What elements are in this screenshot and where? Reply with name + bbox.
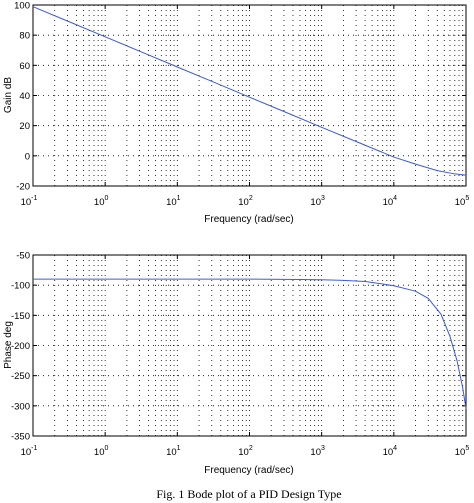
gain-xtick-label: 103 (310, 195, 325, 208)
gain-ytick-label: 100 (14, 1, 30, 12)
phase-ytick-label: -50 (16, 251, 30, 262)
phase-xtick-label: 103 (310, 445, 325, 458)
phase-ytick-label: -200 (11, 341, 30, 352)
gain-xtick-label: 100 (94, 195, 109, 208)
gain-xtick-exponent: 3 (321, 195, 325, 202)
gain-xtick-label: 102 (238, 195, 253, 208)
gain-xtick-label: 101 (166, 195, 181, 208)
phase-xtick-exponent: 0 (105, 445, 109, 452)
phase-ytick-label: -100 (11, 281, 30, 292)
phase-xtick-label: 102 (238, 445, 253, 458)
gain-ytick-label: -20 (16, 182, 30, 193)
phase-ytick-label: -350 (11, 432, 30, 443)
gain-ytick-label: 40 (19, 91, 30, 102)
phase-xtick-exponent: -1 (31, 445, 37, 452)
gain-xtick-exponent: 4 (393, 195, 397, 202)
phase-plot-curve (33, 278, 467, 409)
phase-series-line (33, 278, 467, 409)
gain-xtick-label: 10-1 (21, 195, 38, 208)
gain-xtick-exponent: 0 (105, 195, 109, 202)
gain-plot-xlabel: Frequency (rad/sec) (204, 214, 293, 225)
phase-xtick-exponent: 2 (249, 445, 253, 452)
phase-plot-grid (33, 255, 466, 436)
gain-xtick-exponent: 2 (249, 195, 253, 202)
phase-plot-xlabel: Frequency (rad/sec) (204, 465, 293, 476)
gain-xtick-exponent: 5 (465, 195, 469, 202)
phase-xtick-label: 105 (455, 445, 470, 458)
phase-xtick-label: 101 (166, 445, 181, 458)
gain-plot-ylabel: Gain dB (3, 77, 14, 113)
gain-series-line (32, 6, 467, 176)
figure-caption: Fig. 1 Bode plot of a PID Design Type (156, 487, 341, 501)
phase-plot-ylabel: Phase deg (3, 321, 14, 369)
gain-ytick-label: 60 (19, 61, 30, 72)
phase-xtick-label: 10-1 (21, 445, 38, 458)
gain-ytick-label: 80 (19, 31, 30, 42)
gain-xtick-label: 105 (455, 195, 470, 208)
gain-xtick-exponent: -1 (31, 195, 37, 202)
phase-xtick-exponent: 4 (393, 445, 397, 452)
phase-xtick-label: 100 (94, 445, 109, 458)
gain-xtick-label: 104 (383, 195, 398, 208)
gain-plot-grid (33, 5, 466, 186)
phase-xtick-exponent: 5 (465, 445, 469, 452)
gain-plot-curve (32, 6, 467, 176)
gain-xtick-exponent: 1 (177, 195, 181, 202)
phase-ytick-label: -250 (11, 371, 30, 382)
phase-ytick-label: -150 (11, 311, 30, 322)
phase-xtick-exponent: 3 (321, 445, 325, 452)
gain-ytick-label: 0 (25, 151, 30, 162)
gain-ytick-label: 20 (19, 121, 30, 132)
phase-xtick-exponent: 1 (177, 445, 181, 452)
phase-ytick-label: -300 (11, 401, 30, 412)
phase-xtick-label: 104 (383, 445, 398, 458)
